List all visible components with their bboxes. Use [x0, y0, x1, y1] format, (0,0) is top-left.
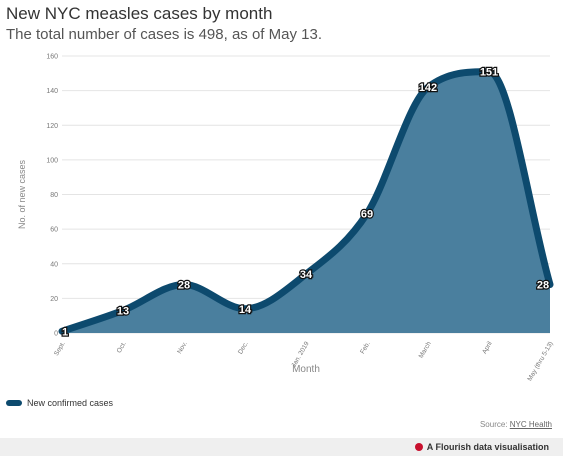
x-tick-label: April	[481, 340, 494, 355]
x-tick-label: Dec.	[237, 340, 250, 355]
data-label: 34	[300, 269, 313, 281]
series-area	[62, 71, 550, 334]
data-label: 28	[537, 280, 549, 292]
data-label: 28	[178, 280, 190, 292]
footer-bar: A Flourish data visualisation	[0, 438, 563, 456]
area-chart: 1 13 28 14 34 69 142 151 28 0 20 40 60 80 100 120 140 16…	[17, 54, 555, 383]
source-link[interactable]: NYC Health	[509, 420, 552, 429]
data-label: 151	[480, 67, 498, 79]
x-tick-label: Feb.	[359, 340, 372, 355]
data-label: 13	[117, 305, 129, 317]
y-tick-label: 0	[54, 331, 58, 338]
data-label: 69	[361, 209, 373, 221]
x-tick-label: Sept.	[53, 340, 67, 357]
flourish-credit-label: A Flourish data visualisation	[426, 442, 549, 452]
x-tick-label: March	[418, 340, 433, 359]
x-tick-label: May (thru 5-13)	[526, 341, 554, 383]
x-tick-label: Oct.	[116, 340, 128, 354]
y-tick-label: 20	[50, 296, 58, 303]
y-tick-label: 100	[46, 157, 58, 164]
y-axis-title: No. of new cases	[17, 159, 27, 229]
series-line	[58, 68, 554, 335]
y-tick-label: 60	[50, 227, 58, 234]
legend-label: New confirmed cases	[27, 398, 114, 408]
data-label: 14	[239, 304, 252, 316]
source-prefix: Source:	[479, 420, 510, 429]
y-tick-label: 160	[46, 54, 58, 61]
legend-swatch	[6, 400, 22, 406]
y-tick-label: 40	[50, 261, 58, 268]
flourish-logo-icon	[414, 443, 423, 451]
y-tick-label: 80	[50, 192, 58, 199]
flourish-credit[interactable]: A Flourish data visualisation	[414, 442, 549, 452]
source-note: Source: NYC Health	[480, 420, 552, 429]
chart-title: New NYC measles cases by month	[6, 4, 273, 23]
data-label: 142	[419, 82, 437, 94]
x-tick-label: Nov.	[176, 340, 189, 355]
data-label: 1	[62, 326, 68, 338]
y-tick-label: 140	[46, 88, 58, 95]
chart-subtitle: The total number of cases is 498, as of …	[6, 26, 322, 43]
legend[interactable]: New confirmed cases	[6, 398, 113, 408]
y-tick-label: 120	[46, 123, 58, 130]
x-axis-title: Month	[292, 364, 320, 375]
